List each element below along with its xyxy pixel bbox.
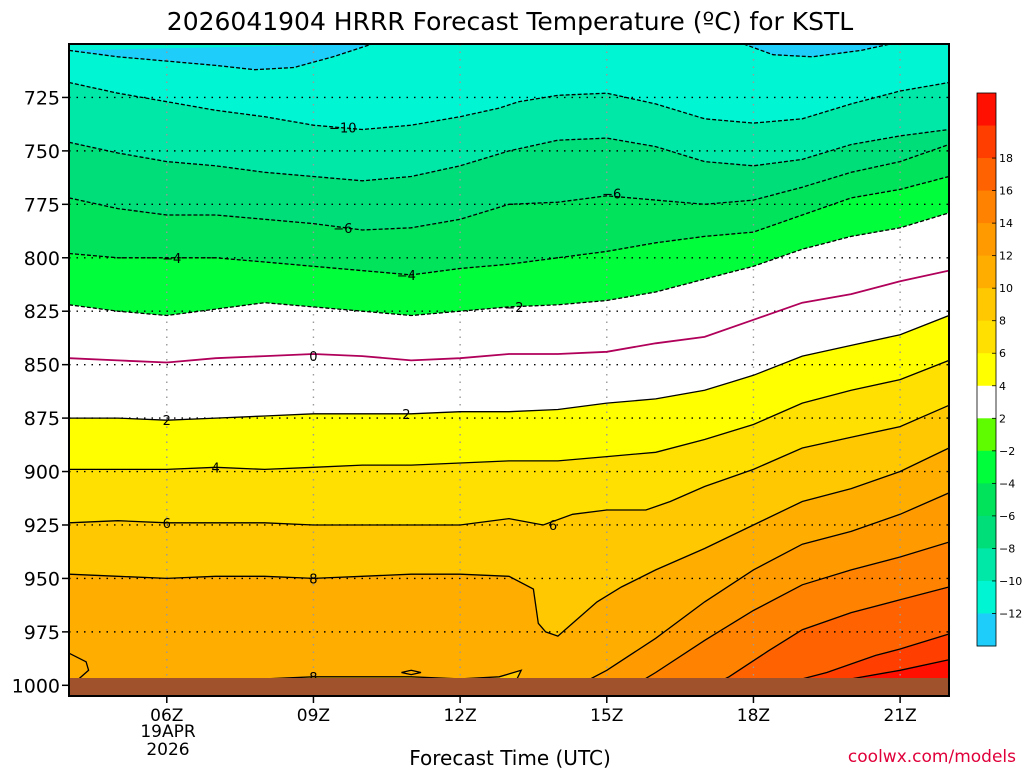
colorbar-swatch bbox=[977, 483, 996, 517]
contour-line-12 bbox=[616, 541, 949, 696]
date-label-day: 19APR bbox=[140, 722, 196, 742]
contour-label: 4 bbox=[212, 461, 220, 476]
credit-text: coolwx.com/models bbox=[848, 747, 1016, 767]
colorbar-swatch bbox=[977, 320, 996, 354]
contour-label: −10 bbox=[329, 121, 356, 136]
colorbar-swatch bbox=[977, 255, 996, 289]
colorbar-swatch bbox=[977, 223, 996, 257]
colorbar-frame bbox=[976, 92, 997, 647]
y-tick-label: 925 bbox=[24, 515, 60, 537]
colorbar-swatch bbox=[977, 385, 996, 419]
contour-label: 6 bbox=[163, 517, 171, 532]
y-tick-label: 800 bbox=[24, 248, 60, 270]
x-tick-label: 09Z bbox=[297, 706, 330, 726]
contour-line-10 bbox=[557, 492, 949, 696]
colorbar-swatch bbox=[977, 353, 996, 387]
contour-label: 2 bbox=[163, 414, 171, 429]
colorbar-swatch bbox=[977, 190, 996, 224]
contour-line-m12 bbox=[69, 44, 373, 71]
colorbar-label: −4 bbox=[999, 477, 1015, 490]
contour-lines bbox=[69, 44, 949, 696]
contour-line-6 bbox=[69, 404, 949, 526]
contour-line-8 bbox=[401, 669, 422, 676]
plot-area: −10−6−6−4−4−202246688 bbox=[69, 44, 949, 696]
contour-line-14 bbox=[689, 586, 949, 696]
colorbar-label: 2 bbox=[999, 412, 1006, 425]
contour-label: −4 bbox=[162, 252, 181, 267]
y-tick-label: 975 bbox=[24, 622, 60, 644]
colorbar-label: 10 bbox=[999, 282, 1013, 295]
x-axis: 06Z 09Z 12Z 15Z 18Z 21Z bbox=[150, 696, 917, 726]
colorbar-label: 8 bbox=[999, 315, 1006, 328]
y-tick-label: 725 bbox=[24, 87, 60, 109]
contour-label: 0 bbox=[309, 350, 317, 365]
colorbar-label: 18 bbox=[999, 152, 1013, 165]
colorbar-label: −10 bbox=[999, 575, 1022, 588]
colorbar-label: 6 bbox=[999, 347, 1006, 360]
colorbar-label: 4 bbox=[999, 380, 1006, 393]
date-label-year: 2026 bbox=[146, 740, 189, 760]
temperature-fill-bands bbox=[69, 44, 949, 696]
ground-bar bbox=[69, 678, 949, 696]
y-tick-label: 850 bbox=[24, 355, 60, 377]
y-tick-label: 775 bbox=[24, 194, 60, 216]
contour-line-4 bbox=[69, 359, 949, 471]
x-tick-label: 06Z bbox=[150, 706, 183, 726]
colorbar-label: −2 bbox=[999, 445, 1015, 458]
y-tick-label: 875 bbox=[24, 408, 60, 430]
colorbar-swatch bbox=[977, 288, 996, 322]
x-axis-label: Forecast Time (UTC) bbox=[409, 746, 611, 768]
colorbar-label: −12 bbox=[999, 607, 1022, 620]
contour-line-8 bbox=[69, 447, 949, 637]
contour-label: 2 bbox=[402, 408, 410, 423]
y-tick-label: 900 bbox=[24, 462, 60, 484]
x-tick-label: 21Z bbox=[883, 706, 916, 726]
colorbar-swatch bbox=[977, 580, 996, 614]
contour-line-m4 bbox=[69, 175, 949, 276]
x-tick-label: 15Z bbox=[590, 706, 623, 726]
colorbar-label: 16 bbox=[999, 185, 1013, 198]
colorbar-swatch bbox=[977, 515, 996, 549]
y-tick-label: 950 bbox=[24, 568, 60, 590]
colorbar-swatch bbox=[977, 158, 996, 192]
colorbar-label: −6 bbox=[999, 510, 1015, 523]
contour-label: −4 bbox=[397, 269, 416, 284]
colorbar-label: 14 bbox=[999, 217, 1013, 230]
contour-label: −6 bbox=[333, 222, 352, 237]
colorbar-swatch bbox=[977, 125, 996, 159]
fill-band-coldest bbox=[743, 44, 891, 57]
contour-line-m2 bbox=[69, 212, 949, 317]
x-tick-label: 12Z bbox=[443, 706, 476, 726]
contour-label: −2 bbox=[504, 301, 523, 316]
contour-line-0 bbox=[69, 269, 949, 364]
contour-label: 8 bbox=[309, 572, 317, 587]
plot-frame bbox=[68, 43, 950, 697]
contour-label: 6 bbox=[549, 519, 557, 534]
contour-line-m6 bbox=[69, 143, 949, 231]
colorbar-swatch bbox=[977, 93, 996, 127]
colorbar-swatch bbox=[977, 613, 996, 647]
x-tick-label: 18Z bbox=[737, 706, 770, 726]
contour-label: −6 bbox=[602, 188, 621, 203]
colorbar-swatch bbox=[977, 450, 996, 484]
colorbar-legend: 18 16 14 12 10 8 6 4 2 −2 −4 −6 −8 −10 −12 bbox=[976, 92, 1022, 647]
colorbar-swatch bbox=[977, 418, 996, 452]
colorbar-label: 12 bbox=[999, 250, 1013, 263]
chart-title: 2026041904 HRRR Forecast Temperature (ºC… bbox=[167, 7, 853, 36]
contour-line-2 bbox=[69, 314, 949, 421]
fill-band-coldest bbox=[69, 44, 373, 70]
colorbar-swatch bbox=[977, 548, 996, 582]
contour-line-m12 bbox=[743, 44, 891, 58]
contour-line-m8 bbox=[69, 128, 949, 182]
y-tick-label: 825 bbox=[24, 301, 60, 323]
colorbar-label: −8 bbox=[999, 542, 1015, 555]
y-axis: 725 750 775 800 825 850 875 900 925 950 975 1000 bbox=[12, 87, 69, 697]
y-tick-label: 1000 bbox=[12, 675, 60, 697]
y-tick-label: 750 bbox=[24, 141, 60, 163]
contour-line-m10 bbox=[69, 81, 949, 131]
